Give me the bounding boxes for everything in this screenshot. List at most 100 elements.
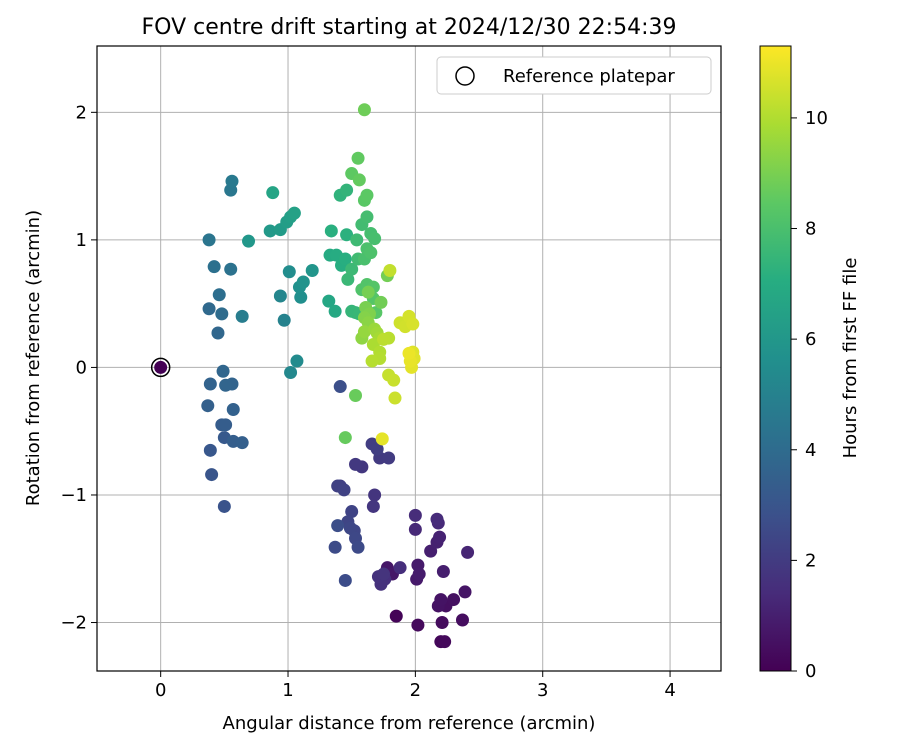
- data-point: [242, 234, 256, 248]
- chart-title: FOV centre drift starting at 2024/12/30 …: [142, 15, 677, 40]
- data-point: [290, 354, 304, 368]
- data-point: [203, 377, 217, 391]
- data-point: [436, 565, 450, 579]
- x-tick-label: 1: [282, 680, 293, 701]
- colorbar: [759, 45, 792, 672]
- data-point: [438, 635, 452, 649]
- x-tick-label: 2: [410, 680, 421, 701]
- y-tick-label: −2: [60, 613, 87, 634]
- data-point: [387, 373, 401, 387]
- data-point: [393, 561, 407, 575]
- data-point: [377, 567, 391, 581]
- data-point: [287, 206, 301, 220]
- y-tick-label: 2: [76, 102, 87, 123]
- plot-frame: [96, 45, 722, 672]
- data-point: [202, 233, 216, 247]
- data-point: [328, 304, 342, 318]
- data-point: [357, 325, 371, 339]
- data-point: [338, 573, 352, 587]
- data-point: [294, 290, 308, 304]
- data-point: [389, 609, 403, 623]
- data-point: [433, 530, 447, 544]
- data-point: [340, 228, 354, 242]
- reference-marker: [150, 357, 171, 378]
- y-tick-label: −1: [60, 485, 87, 506]
- data-point: [235, 309, 249, 323]
- data-point: [201, 399, 215, 413]
- data-point: [207, 260, 221, 274]
- data-point: [273, 289, 287, 303]
- data-point: [374, 295, 388, 309]
- data-point: [333, 380, 347, 394]
- legend-marker-icon: [455, 66, 475, 86]
- data-point: [266, 186, 280, 200]
- data-point: [338, 431, 352, 445]
- data-point: [377, 332, 391, 346]
- data-point: [322, 294, 336, 308]
- data-point: [352, 173, 366, 187]
- data-point: [263, 224, 277, 238]
- legend: Reference platepar: [436, 56, 712, 95]
- y-axis-ticks: −2 −1 0 1 2: [60, 102, 97, 634]
- data-point: [361, 285, 375, 299]
- data-point: [365, 354, 379, 368]
- data-point: [382, 451, 396, 465]
- x-tick-label: 4: [664, 680, 675, 701]
- data-point: [217, 499, 231, 513]
- data-point: [216, 364, 230, 378]
- y-tick-label: 1: [76, 230, 87, 251]
- colorbar-tick-label: 6: [805, 329, 816, 350]
- data-point: [205, 468, 219, 482]
- data-point: [282, 265, 296, 279]
- data-point: [202, 302, 216, 316]
- data-point: [412, 567, 426, 581]
- data-point: [277, 313, 291, 327]
- data-point: [430, 512, 444, 526]
- data-point: [357, 103, 371, 117]
- data-point: [364, 246, 378, 260]
- colorbar-tick-label: 10: [805, 108, 828, 129]
- data-point: [324, 224, 338, 238]
- colorbar-tick-label: 8: [805, 219, 816, 240]
- data-point: [343, 521, 357, 535]
- data-point: [368, 232, 382, 246]
- legend-label: Reference platepar: [503, 66, 675, 87]
- data-point: [408, 522, 422, 536]
- data-point: [406, 317, 420, 331]
- data-point: [360, 210, 374, 224]
- legend-box: [436, 56, 712, 95]
- data-point: [211, 326, 225, 340]
- data-point: [341, 272, 355, 286]
- colorbar-ticks: 0 2 4 6 8 10: [791, 108, 828, 682]
- data-point: [215, 307, 229, 321]
- data-point: [219, 418, 233, 432]
- data-point: [458, 585, 472, 599]
- data-point: [331, 519, 345, 533]
- data-point: [154, 360, 168, 374]
- data-point: [345, 262, 359, 276]
- data-point: [435, 616, 449, 630]
- data-point: [370, 442, 384, 456]
- data-point: [224, 262, 238, 276]
- data-point: [350, 233, 364, 247]
- x-axis-label: Angular distance from reference (arcmin): [223, 713, 596, 734]
- data-point: [235, 436, 249, 450]
- data-point: [328, 540, 342, 554]
- data-point: [226, 403, 240, 417]
- data-point: [349, 457, 363, 471]
- data-point: [338, 252, 352, 266]
- data-point: [368, 488, 382, 502]
- x-tick-label: 0: [155, 680, 166, 701]
- data-point: [203, 443, 217, 457]
- data-point: [434, 593, 448, 607]
- data-point: [225, 174, 239, 188]
- data-point: [349, 388, 363, 402]
- data-point: [345, 505, 359, 519]
- data-point: [411, 618, 425, 632]
- data-point: [337, 483, 351, 497]
- data-point: [351, 540, 365, 554]
- x-axis-ticks: 0 1 2 3 4: [155, 671, 676, 701]
- data-points: [154, 103, 475, 649]
- data-point: [455, 613, 469, 627]
